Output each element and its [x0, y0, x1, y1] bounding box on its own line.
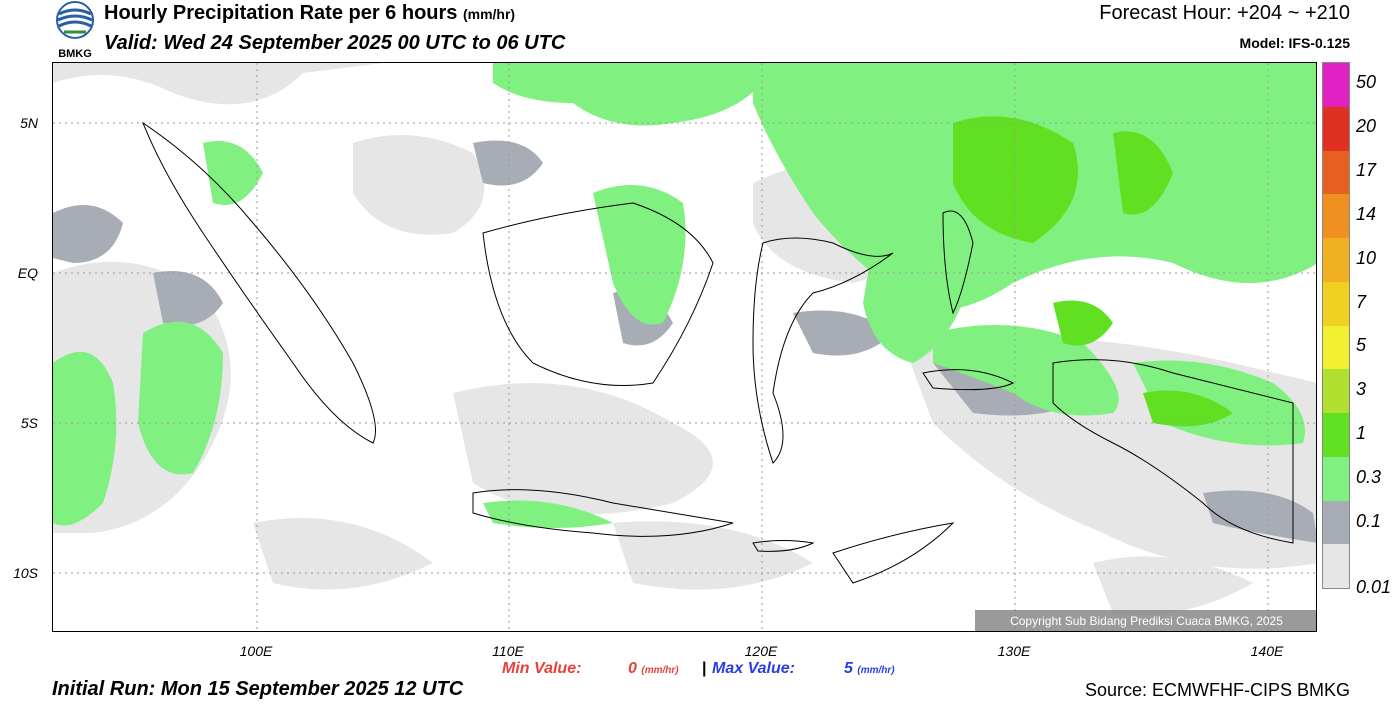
value-separator: |: [702, 660, 707, 677]
max-value-label: Max Value:: [712, 660, 795, 677]
forecast-hour: Forecast Hour: +204 ~ +210: [1099, 2, 1350, 24]
lon-label-110e: 110E: [492, 643, 524, 659]
scale-label-7: 3: [1356, 379, 1367, 400]
scale-label-3: 14: [1356, 203, 1377, 224]
scale-label-1: 20: [1356, 115, 1377, 136]
scale-cell-6: [1323, 325, 1349, 370]
scale-label-9: 0.3: [1356, 467, 1382, 488]
scale-cell-11: [1323, 544, 1349, 588]
max-value-number: 5: [844, 660, 853, 677]
max-value-unit: (mm/hr): [857, 665, 895, 676]
scale-cell-9: [1323, 456, 1349, 501]
map-canvas: [53, 63, 1316, 631]
min-value-number: 0: [628, 660, 637, 677]
lat-label-5s: 5S: [20, 415, 38, 431]
lat-label-10s: 10S: [13, 565, 38, 581]
scale-label-0: 50: [1356, 71, 1377, 92]
title-unit: (mm/hr): [462, 6, 516, 22]
scale-label-11: 0.01: [1356, 577, 1392, 597]
color-scale: [1322, 62, 1350, 589]
title-text: Hourly Precipitation Rate per 6 hours: [104, 2, 458, 24]
scale-cell-10: [1323, 500, 1349, 545]
lon-label-120e: 120E: [744, 643, 778, 659]
scale-label-4: 10: [1356, 247, 1377, 268]
scale-label-8: 1: [1356, 423, 1367, 444]
precip-1-layer: [953, 116, 1233, 427]
min-value-label: Min Value:: [502, 660, 582, 677]
scale-cell-0: [1323, 63, 1349, 107]
min-value: 0 (mm/hr): [628, 660, 679, 678]
scale-cell-5: [1323, 281, 1349, 326]
initial-run: Initial Run: Mon 15 September 2025 12 UT…: [52, 678, 464, 700]
valid-period: Valid: Wed 24 September 2025 00 UTC to 0…: [104, 32, 566, 54]
scale-cell-3: [1323, 194, 1349, 238]
data-source: Source: ECMWFHF-CIPS BMKG: [1084, 680, 1350, 700]
lon-label-100e: 100E: [239, 643, 273, 659]
lon-label-140e: 140E: [1250, 643, 1284, 659]
scale-cell-7: [1323, 369, 1349, 413]
scale-label-5: 7: [1356, 291, 1367, 312]
lat-label-eq: EQ: [17, 265, 38, 281]
scale-label-2: 17: [1356, 159, 1377, 180]
scale-label-10: 0.1: [1356, 511, 1382, 532]
lon-label-130e: 130E: [997, 643, 1031, 659]
bmkg-logo: BMKG: [52, 0, 98, 62]
scale-cell-4: [1323, 238, 1349, 282]
copyright-notice: Copyright Sub Bidang Prediksi Cuaca BMKG…: [975, 610, 1316, 631]
precipitation-map: Copyright Sub Bidang Prediksi Cuaca BMKG…: [52, 62, 1317, 632]
scale-label-6: 5: [1356, 335, 1367, 356]
scale-cell-1: [1323, 106, 1349, 151]
chart-title: Hourly Precipitation Rate per 6 hours (m…: [104, 2, 515, 25]
max-value: 5 (mm/hr): [844, 660, 895, 678]
scale-cell-2: [1323, 150, 1349, 195]
model-name: Model: IFS-0.125: [1239, 35, 1350, 51]
min-value-unit: (mm/hr): [641, 665, 679, 676]
lat-label-5n: 5N: [20, 115, 38, 131]
coastlines: [141, 121, 1294, 584]
scale-cell-8: [1323, 413, 1349, 457]
logo-text: BMKG: [58, 48, 92, 60]
